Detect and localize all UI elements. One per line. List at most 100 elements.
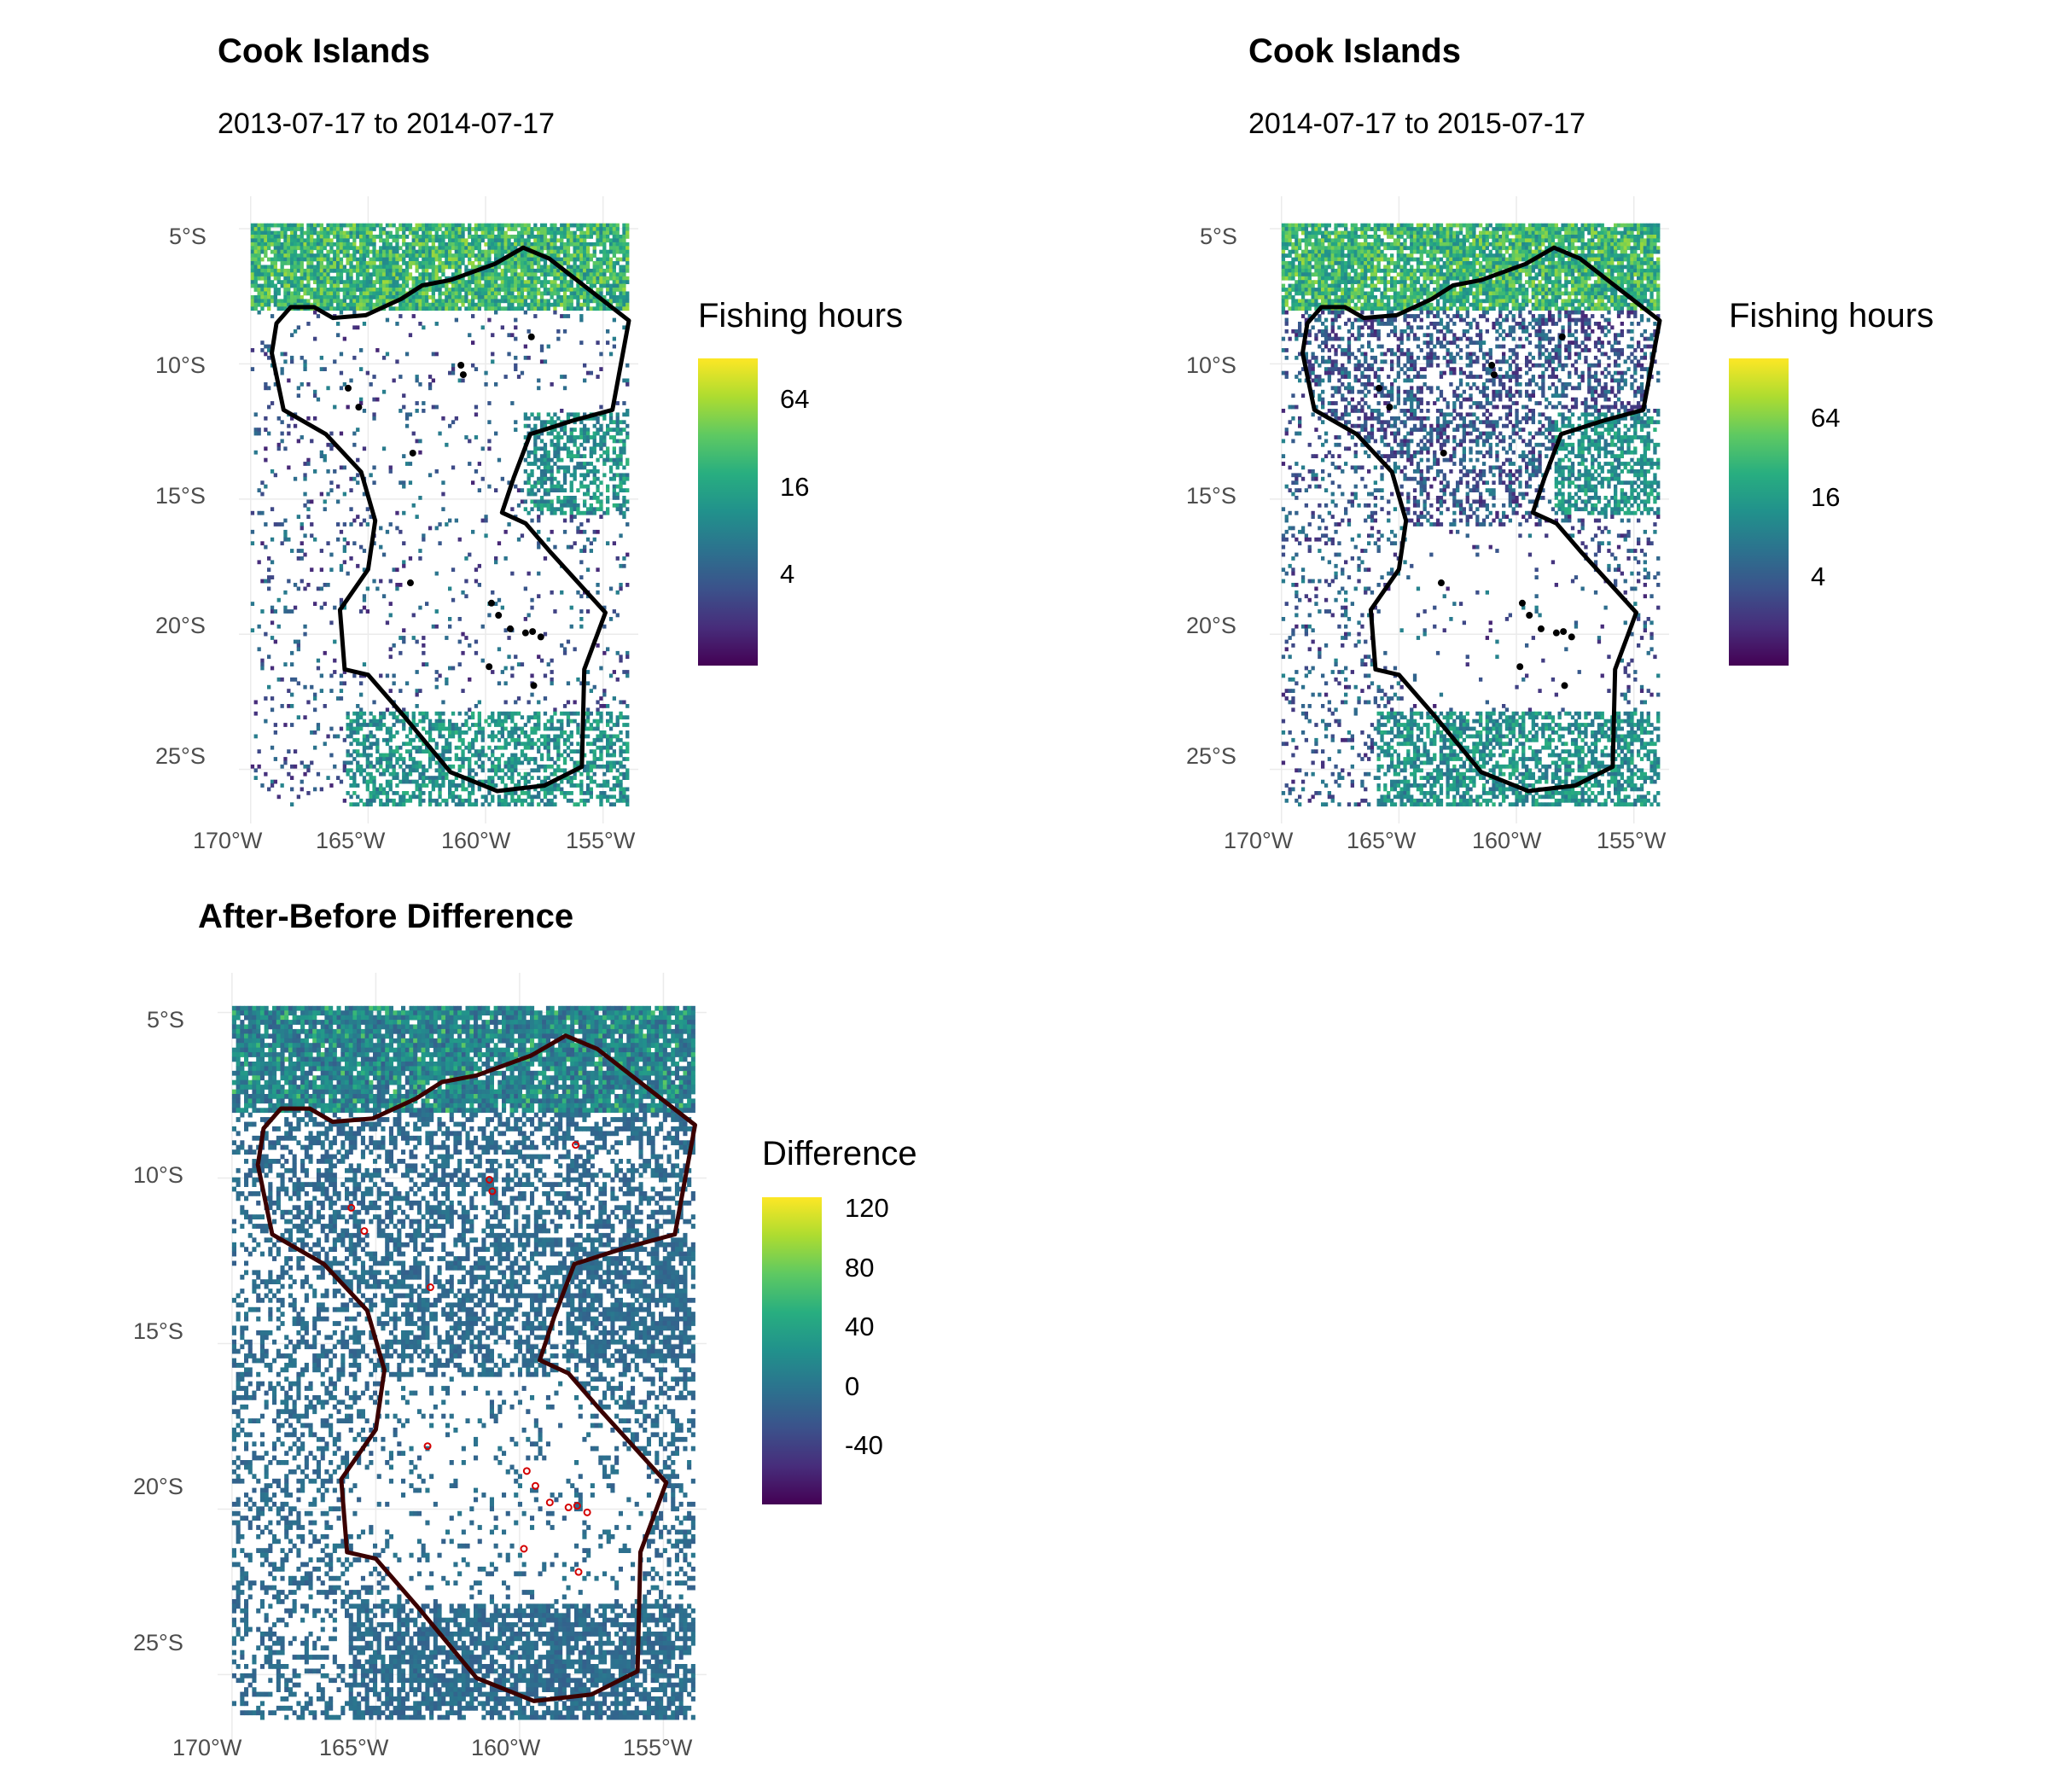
raster-cell: [556, 238, 561, 243]
raster-cell: [346, 723, 350, 727]
raster-cell: [562, 794, 567, 800]
raster-cell: [303, 684, 307, 689]
raster-cell: [576, 412, 580, 417]
raster-cell: [503, 737, 508, 742]
raster-cell: [537, 571, 541, 576]
raster-cell: [471, 802, 475, 807]
raster-cell: [543, 492, 548, 497]
raster-cell: [352, 719, 357, 724]
raster-cell: [438, 227, 442, 231]
fishing-map-after: [1270, 196, 1789, 823]
raster-cell: [546, 420, 550, 425]
raster-cell: [585, 771, 591, 777]
raster-cell: [356, 299, 360, 304]
raster-cell: [375, 257, 380, 262]
raster-cell: [404, 749, 410, 753]
raster-cell: [411, 302, 416, 307]
raster-cell: [579, 238, 584, 243]
raster-cell: [514, 325, 518, 330]
raster-cell: [612, 261, 616, 265]
raster-cell: [569, 238, 573, 243]
raster-cell: [625, 261, 630, 265]
raster-cell: [615, 776, 620, 780]
raster-cell: [606, 783, 610, 788]
raster-cell: [606, 276, 610, 281]
raster-cell: [408, 230, 413, 236]
raster-cell: [530, 692, 534, 697]
raster-cell: [365, 272, 369, 277]
raster-cell: [523, 355, 527, 360]
raster-cell: [267, 344, 271, 349]
raster-cell: [346, 268, 350, 273]
raster-cell: [537, 764, 541, 769]
raster-cell: [494, 235, 498, 239]
raster-cell: [415, 734, 419, 739]
raster-cell: [550, 283, 554, 288]
raster-cell: [264, 265, 268, 270]
raster-cell: [359, 711, 364, 716]
raster-cell: [422, 715, 426, 720]
raster-cell: [372, 742, 376, 747]
raster-cell: [399, 302, 403, 307]
raster-cell: [448, 261, 452, 265]
raster-cell: [491, 241, 495, 247]
raster-cell: [487, 745, 492, 750]
raster-cell: [464, 241, 468, 247]
raster-cell: [319, 253, 323, 258]
raster-cell: [1318, 227, 1322, 231]
raster-cell: [457, 280, 462, 284]
raster-cell: [546, 457, 550, 463]
raster-cell: [404, 299, 410, 304]
raster-cell: [369, 779, 373, 784]
raster-cell: [573, 700, 577, 705]
raster-cell: [1403, 223, 1407, 228]
raster-cell: [569, 734, 573, 739]
raster-cell: [497, 291, 502, 296]
raster-cell: [402, 306, 406, 311]
raster-cell: [1284, 227, 1289, 231]
raster-cell: [550, 416, 554, 421]
raster-cell: [608, 465, 614, 470]
raster-cell: [392, 265, 396, 270]
raster-cell: [556, 745, 561, 750]
raster-cell: [260, 480, 265, 486]
raster-cell: [569, 253, 573, 258]
raster-cell: [392, 673, 396, 678]
raster-cell: [461, 241, 465, 247]
raster-cell: [342, 265, 346, 270]
raster-cell: [287, 299, 291, 304]
raster-cell: [310, 261, 314, 265]
raster-cell: [250, 272, 255, 277]
raster-cell: [359, 249, 364, 254]
raster-cell: [356, 730, 360, 735]
raster-cell: [589, 416, 593, 421]
raster-cell: [319, 492, 323, 497]
raster-cell: [415, 692, 419, 697]
raster-cell: [602, 650, 607, 655]
raster-cell: [625, 476, 630, 481]
raster-cell: [596, 726, 600, 731]
raster-cell: [448, 253, 452, 258]
raster-cell: [474, 760, 479, 765]
raster-cell: [290, 283, 294, 288]
raster-cell: [257, 299, 261, 304]
raster-cell: [280, 230, 284, 236]
raster-cell: [523, 730, 527, 735]
raster-cell: [356, 715, 360, 720]
raster-cell: [313, 223, 317, 228]
raster-cell: [602, 745, 607, 750]
raster-cell: [1298, 227, 1302, 231]
raster-cell: [369, 473, 373, 478]
raster-cell: [543, 223, 548, 228]
raster-cell: [415, 779, 419, 784]
raster-cell: [434, 288, 439, 292]
raster-cell: [1393, 227, 1398, 231]
raster-cell: [573, 257, 577, 262]
raster-cell: [379, 223, 383, 228]
raster-cell: [539, 291, 544, 296]
raster-cell: [1311, 227, 1315, 231]
raster-cell: [530, 295, 534, 300]
raster-cell: [287, 288, 291, 292]
raster-cell: [510, 768, 515, 773]
raster-cell: [388, 299, 393, 304]
